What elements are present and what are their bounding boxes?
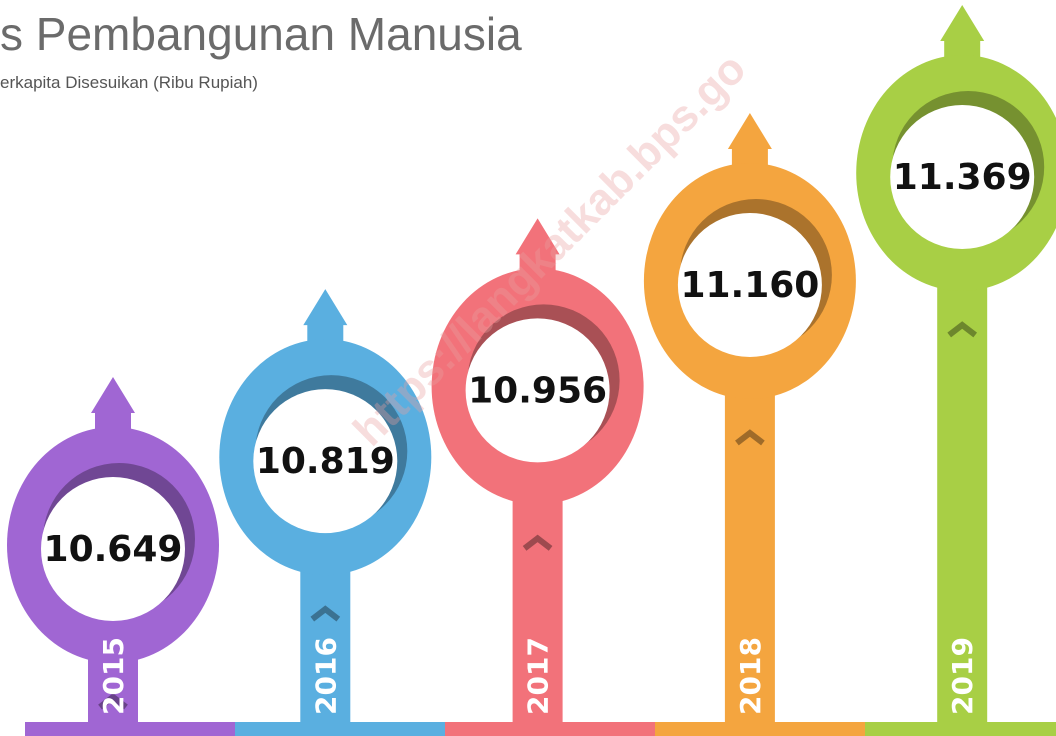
ring-hole [41, 477, 185, 621]
year-label: 2018 [734, 637, 767, 715]
pin [7, 377, 219, 722]
year-label: 2019 [946, 637, 979, 715]
chevron [947, 321, 978, 338]
ring-hole [253, 389, 398, 534]
value-label: 11.369 [893, 157, 1032, 198]
chevron [98, 693, 128, 710]
value-label: 10.956 [468, 370, 607, 411]
year-label: 2017 [522, 637, 555, 715]
year-label: 2015 [97, 637, 130, 715]
chevron [522, 534, 553, 551]
value-label: 10.649 [44, 529, 183, 570]
ring-hole [677, 212, 822, 357]
value-label: 11.160 [680, 265, 819, 306]
chevron [735, 429, 765, 446]
base-segment [25, 722, 235, 736]
pin [219, 289, 432, 722]
pin [856, 5, 1056, 722]
ring-hole [890, 105, 1035, 249]
base-segment [235, 722, 445, 736]
pin [643, 112, 856, 722]
base-segment [865, 722, 1056, 736]
subtitle: erkapita Disesuikan (Ribu Rupiah) [0, 73, 258, 92]
base-segment [445, 722, 655, 736]
ring-hole [465, 318, 610, 463]
year-label: 2016 [309, 637, 342, 715]
chevron [310, 605, 341, 622]
base-segment [655, 722, 865, 736]
value-label: 10.819 [256, 441, 395, 482]
title: s Pembangunan Manusia [0, 8, 522, 60]
pin [431, 218, 644, 722]
